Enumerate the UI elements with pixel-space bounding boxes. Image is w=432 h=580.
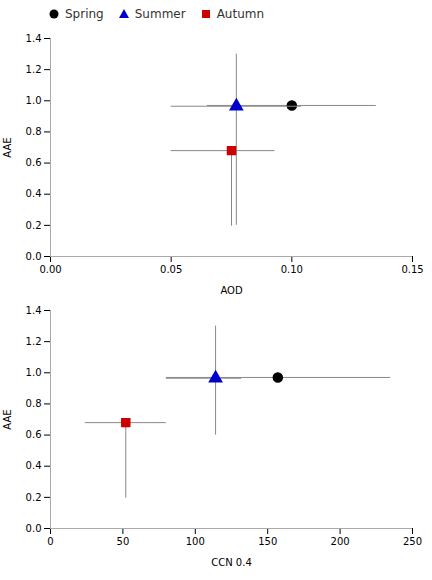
html-text:Spring: Spring — [65, 7, 104, 21]
svg-text:1.0: 1.0 — [26, 95, 42, 106]
svg-text:0.4: 0.4 — [26, 460, 42, 471]
svg-text:250: 250 — [403, 536, 422, 547]
svg-text:200: 200 — [331, 536, 350, 547]
svg-text:100: 100 — [186, 536, 205, 547]
svg-text:150: 150 — [258, 536, 277, 547]
svg-text:1.2: 1.2 — [26, 336, 42, 347]
svg-text:AAE: AAE — [2, 137, 13, 157]
svg-text:0.05: 0.05 — [160, 264, 182, 275]
svg-text:0.0: 0.0 — [26, 523, 42, 534]
svg-text:0.0: 0.0 — [26, 251, 42, 262]
svg-text:0.15: 0.15 — [401, 264, 423, 275]
svg-text:0.00: 0.00 — [39, 264, 61, 275]
svg-text:CCN 0.4: CCN 0.4 — [211, 557, 252, 568]
svg-text:0.2: 0.2 — [26, 220, 42, 231]
svg-text:0.6: 0.6 — [26, 157, 42, 168]
svg-text:1.4: 1.4 — [26, 305, 42, 316]
html-text:Autumn: Autumn — [216, 7, 265, 21]
svg-text:50: 50 — [117, 536, 130, 547]
html-text:Summer: Summer — [134, 7, 186, 21]
svg-text:0.8: 0.8 — [26, 126, 42, 137]
svg-text:AAE: AAE — [2, 409, 13, 429]
svg-text:0.4: 0.4 — [26, 188, 42, 199]
svg-text:1.4: 1.4 — [26, 33, 42, 44]
svg-text:AOD: AOD — [220, 285, 243, 296]
svg-text:0.6: 0.6 — [26, 429, 42, 440]
svg-text:0.10: 0.10 — [281, 264, 303, 275]
svg-text:0.2: 0.2 — [26, 492, 42, 503]
svg-text:1.2: 1.2 — [26, 64, 42, 75]
svg-text:0.8: 0.8 — [26, 398, 42, 409]
svg-text:0: 0 — [47, 536, 53, 547]
svg-text:1.0: 1.0 — [26, 367, 42, 378]
